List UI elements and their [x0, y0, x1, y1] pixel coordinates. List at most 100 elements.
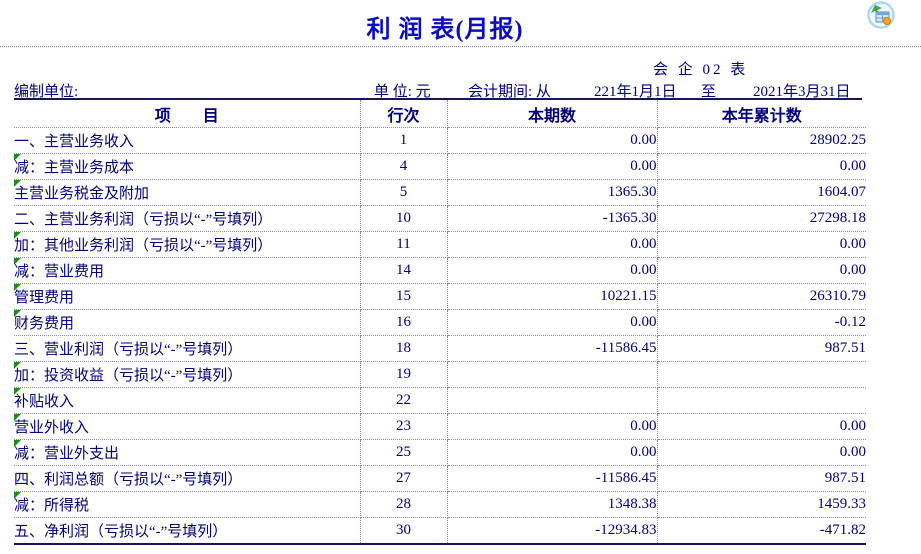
line-no-cell[interactable]: 30	[360, 517, 448, 545]
item-cell[interactable]: 一、主营业务收入	[14, 127, 361, 154]
line-no-cell[interactable]: 23	[360, 413, 448, 440]
item-label: 三、营业利润（亏损以“-”号填列）	[14, 342, 243, 358]
table-row: 一、主营业务收入 1 0.00 28902.25	[14, 127, 866, 154]
item-cell[interactable]: 财务费用	[14, 309, 361, 336]
line-no-cell[interactable]: 15	[360, 283, 448, 310]
table-row: 加：其他业务利润（亏损以“-”号填列） 11 0.00 0.00	[14, 231, 866, 258]
current-period-cell[interactable]: 10221.15	[447, 283, 658, 310]
item-cell[interactable]: 管理费用	[14, 283, 361, 310]
year-to-date-cell[interactable]: 28902.25	[657, 127, 866, 154]
current-period-cell[interactable]: 0.00	[447, 231, 658, 258]
year-to-date-cell[interactable]: 27298.18	[657, 205, 866, 232]
year-to-date-cell[interactable]: 26310.79	[657, 283, 866, 310]
current-period-cell[interactable]: 0.00	[447, 413, 658, 440]
current-period-cell[interactable]	[447, 387, 658, 414]
comment-flag-icon	[14, 413, 22, 421]
line-no-cell[interactable]: 16	[360, 309, 448, 336]
item-label: 营业外收入	[14, 420, 90, 436]
current-period-cell[interactable]: -1365.30	[447, 205, 658, 232]
orange-dot-icon	[883, 17, 891, 25]
item-cell[interactable]: 五、净利润（亏损以“-”号填列）	[14, 517, 361, 545]
comment-flag-icon	[14, 491, 22, 499]
item-cell[interactable]: 三、营业利润（亏损以“-”号填列）	[14, 335, 361, 362]
comment-flag-icon	[14, 179, 22, 187]
line-no-cell[interactable]: 27	[360, 465, 448, 492]
current-period-cell[interactable]: 0.00	[447, 127, 658, 154]
year-to-date-cell[interactable]: 987.51	[657, 335, 866, 362]
line-no-cell[interactable]: 5	[360, 179, 448, 206]
item-cell[interactable]: 主营业务税金及附加	[14, 179, 361, 206]
header-underline	[14, 98, 862, 100]
item-label: 财务费用	[14, 316, 75, 332]
item-label: 管理费用	[14, 290, 75, 306]
item-label: 减：营业费用	[14, 264, 105, 280]
line-no-cell[interactable]: 25	[360, 439, 448, 466]
current-period-cell[interactable]: -12934.83	[447, 517, 658, 545]
year-to-date-cell[interactable]: 0.00	[657, 439, 866, 466]
line-no-cell[interactable]: 14	[360, 257, 448, 284]
column-header-current-period: 本期数	[447, 100, 658, 128]
current-period-cell[interactable]: 1365.30	[447, 179, 658, 206]
item-label: 四、利润总额（亏损以“-”号填列）	[14, 472, 243, 488]
line-no-cell[interactable]: 18	[360, 335, 448, 362]
item-cell[interactable]: 减：营业外支出	[14, 439, 361, 466]
year-to-date-cell[interactable]	[657, 361, 866, 388]
current-period-cell[interactable]: 0.00	[447, 257, 658, 284]
table-header-row: 项 目 行次 本期数 本年累计数	[14, 100, 866, 128]
current-period-cell[interactable]: 0.00	[447, 309, 658, 336]
line-no-cell[interactable]: 28	[360, 491, 448, 518]
table-body: 一、主营业务收入 1 0.00 28902.25 减：主营业务成本 4 0.00 0.00 主营…	[14, 127, 866, 545]
item-cell[interactable]: 加：投资收益（亏损以“-”号填列）	[14, 361, 361, 388]
item-cell[interactable]: 补贴收入	[14, 387, 361, 414]
line-no-cell[interactable]: 1	[360, 127, 448, 154]
item-cell[interactable]: 四、利润总额（亏损以“-”号填列）	[14, 465, 361, 492]
item-cell[interactable]: 减：所得税	[14, 491, 361, 518]
item-label: 一、主营业务收入	[14, 134, 135, 150]
period-end-date: 2021年3月31日	[753, 84, 851, 100]
year-to-date-cell[interactable]: 1604.07	[657, 179, 866, 206]
item-cell[interactable]: 营业外收入	[14, 413, 361, 440]
line-no-cell[interactable]: 19	[360, 361, 448, 388]
year-to-date-cell[interactable]: 987.51	[657, 465, 866, 492]
year-to-date-cell[interactable]	[657, 387, 866, 414]
year-to-date-cell[interactable]: 0.00	[657, 153, 866, 180]
table-row: 补贴收入 22	[14, 387, 866, 414]
year-to-date-cell[interactable]: 0.00	[657, 231, 866, 258]
line-no-cell[interactable]: 22	[360, 387, 448, 414]
table-row: 三、营业利润（亏损以“-”号填列） 18 -11586.45 987.51	[14, 335, 866, 362]
item-cell[interactable]: 二、主营业务利润（亏损以“-”号填列）	[14, 205, 361, 232]
year-to-date-cell[interactable]: 1459.33	[657, 491, 866, 518]
current-period-cell[interactable]	[447, 361, 658, 388]
unit-label: 单 位: 元	[374, 84, 431, 100]
title-divider	[0, 46, 921, 47]
period-start-date: 221年1月1日	[594, 84, 677, 100]
line-no-cell[interactable]: 11	[360, 231, 448, 258]
comment-flag-icon	[14, 231, 22, 239]
table-row: 减：营业费用 14 0.00 0.00	[14, 257, 866, 284]
comment-flag-icon	[14, 257, 22, 265]
item-cell[interactable]: 加：其他业务利润（亏损以“-”号填列）	[14, 231, 361, 258]
table-row: 主营业务税金及附加 5 1365.30 1604.07	[14, 179, 866, 206]
year-to-date-cell[interactable]: -471.82	[657, 517, 866, 545]
table-row: 财务费用 16 0.00 -0.12	[14, 309, 866, 336]
comment-flag-icon	[14, 361, 22, 369]
current-period-cell[interactable]: -11586.45	[447, 465, 658, 492]
item-cell[interactable]: 减：主营业务成本	[14, 153, 361, 180]
year-to-date-cell[interactable]: 0.00	[657, 257, 866, 284]
line-no-cell[interactable]: 4	[360, 153, 448, 180]
current-period-cell[interactable]: 0.00	[447, 153, 658, 180]
mini-sheet-header	[876, 12, 889, 15]
item-cell[interactable]: 减：营业费用	[14, 257, 361, 284]
item-label: 加：投资收益（亏损以“-”号填列）	[14, 368, 243, 384]
form-code: 会 企 02 表	[653, 62, 749, 78]
table-row: 二、主营业务利润（亏损以“-”号填列） 10 -1365.30 27298.18	[14, 205, 866, 232]
report-app-icon[interactable]	[863, 1, 899, 31]
current-period-cell[interactable]: -11586.45	[447, 335, 658, 362]
year-to-date-cell[interactable]: 0.00	[657, 413, 866, 440]
prepared-by-label: 编制单位:	[14, 84, 79, 100]
year-to-date-cell[interactable]: -0.12	[657, 309, 866, 336]
current-period-cell[interactable]: 0.00	[447, 439, 658, 466]
line-no-cell[interactable]: 10	[360, 205, 448, 232]
current-period-cell[interactable]: 1348.38	[447, 491, 658, 518]
item-label: 减：主营业务成本	[14, 160, 135, 176]
